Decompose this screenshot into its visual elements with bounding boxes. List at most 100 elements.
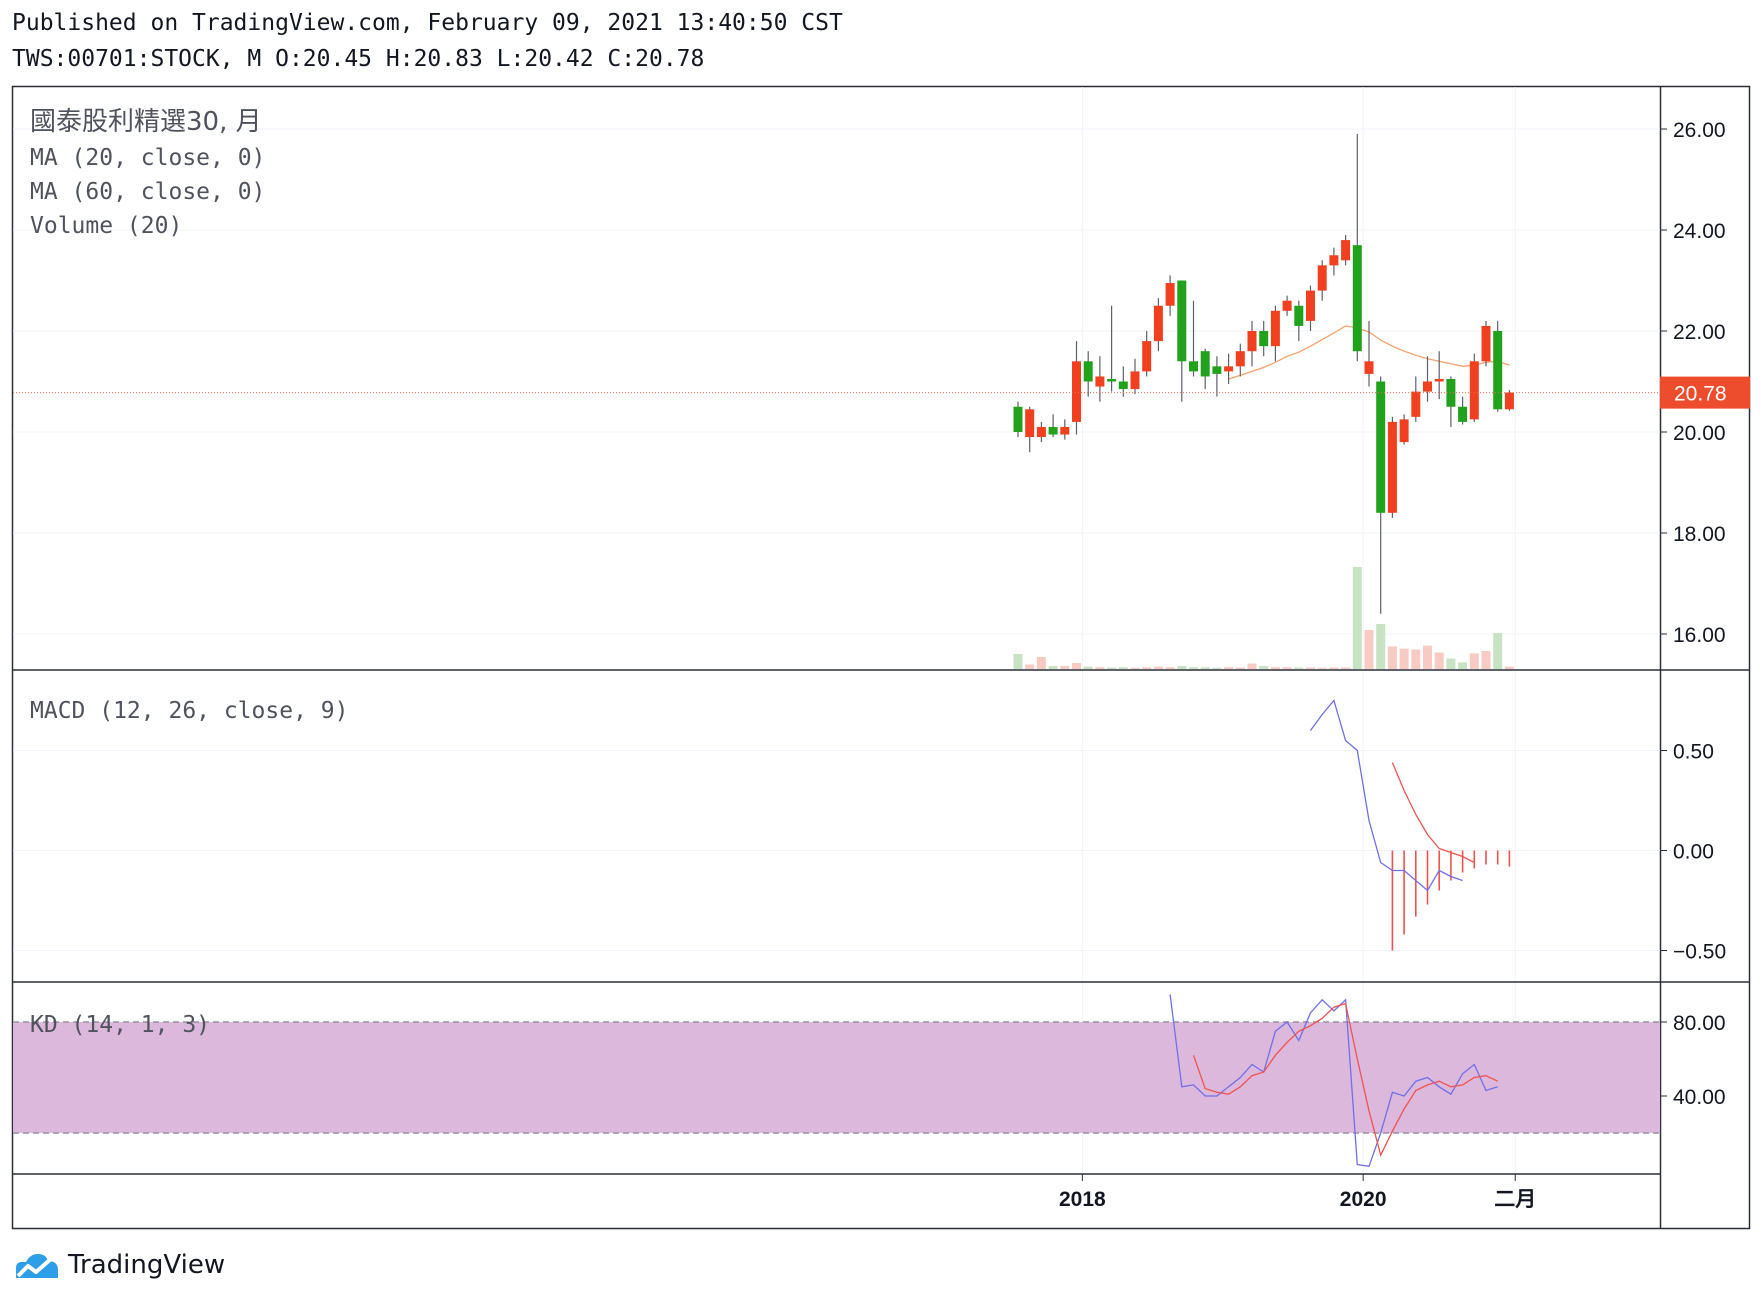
volume-bar xyxy=(1224,667,1234,669)
candle-body xyxy=(1224,366,1234,372)
volume-bar xyxy=(1060,666,1070,669)
volume-bars xyxy=(1013,567,1514,669)
candle xyxy=(1306,285,1315,331)
candle-body xyxy=(1493,331,1503,410)
candle-body xyxy=(1294,305,1304,326)
candle xyxy=(1095,356,1105,402)
volume-bar xyxy=(1423,645,1432,669)
candle xyxy=(1423,356,1432,402)
candle xyxy=(1083,351,1093,397)
candle xyxy=(1282,295,1292,316)
volume-bar xyxy=(1493,633,1503,669)
axis-labels: 16.00 18.00 20.00 22.00 24.00 26.00 −0.50 0.00 0… xyxy=(1059,119,1726,1211)
volume-bar xyxy=(1142,667,1152,669)
candle-body xyxy=(1153,305,1163,342)
price-tick-label: 20.00 xyxy=(1673,422,1726,445)
candle xyxy=(1107,305,1117,392)
candle xyxy=(1189,300,1198,377)
volume-bar xyxy=(1481,651,1491,669)
volume-bar xyxy=(1048,666,1058,669)
time-tick-label: 2020 xyxy=(1340,1188,1387,1211)
candle-body xyxy=(1399,419,1409,443)
candle xyxy=(1130,358,1140,395)
volume-bar xyxy=(1072,663,1081,669)
candle xyxy=(1493,320,1503,412)
candle-body xyxy=(1025,409,1035,438)
volume-bar xyxy=(1364,630,1374,669)
macd-plot xyxy=(1309,699,1511,951)
trading-chart[interactable]: 20.78 16.00 18.00 20.00 22.00 24.00 26.00 −0.5… xyxy=(0,0,1762,1240)
candle-body xyxy=(1364,361,1374,374)
tradingview-brand[interactable]: TradingView xyxy=(12,1248,225,1282)
candle xyxy=(1224,353,1234,385)
legend-macd: MACD (12, 26, close, 9) xyxy=(30,698,349,724)
candle-body xyxy=(1247,331,1257,352)
chart-frame xyxy=(11,85,1751,1230)
candle-body xyxy=(1118,381,1128,390)
volume-bar xyxy=(1329,667,1339,669)
candle-body xyxy=(1352,245,1362,352)
published-header: Published on TradingView.com, February 0… xyxy=(12,10,843,36)
candle xyxy=(1165,275,1175,316)
price-tick-label: 16.00 xyxy=(1673,624,1726,647)
candle xyxy=(1118,366,1128,397)
candle xyxy=(1364,320,1374,387)
macd-signal-line xyxy=(1391,762,1475,864)
volume-bar xyxy=(1259,666,1269,669)
tradingview-logo-icon xyxy=(16,1254,58,1278)
volume-bar xyxy=(1212,667,1222,669)
candle-body xyxy=(1189,361,1198,372)
volume-bar xyxy=(1165,667,1175,669)
candle xyxy=(1411,376,1421,422)
macd-line xyxy=(1309,699,1463,892)
legend-kd: KD (14, 1, 3) xyxy=(30,1012,210,1038)
candle-body xyxy=(1083,361,1093,382)
candle-body xyxy=(1259,331,1269,347)
candle xyxy=(1247,320,1257,367)
price-tick-label: 24.00 xyxy=(1673,220,1726,243)
candle xyxy=(1341,235,1351,266)
candle xyxy=(1153,298,1163,352)
volume-bar xyxy=(1376,624,1386,669)
candle-body xyxy=(1177,280,1187,362)
candlesticks[interactable] xyxy=(1013,134,1514,614)
candle xyxy=(1481,320,1491,367)
price-tick-label: 18.00 xyxy=(1673,523,1726,546)
legend-volume: Volume (20) xyxy=(30,213,182,239)
legend-ma60: MA (60, close, 0) xyxy=(30,179,265,205)
volume-bar xyxy=(1025,664,1035,669)
symbol-ohlc-header: TWS:00701:STOCK, M O:20.45 H:20.83 L:20.… xyxy=(12,46,705,72)
candle xyxy=(1013,401,1023,438)
candle-body xyxy=(1013,406,1023,432)
candle xyxy=(1212,356,1222,397)
legend-ma20: MA (20, close, 0) xyxy=(30,145,265,171)
candle xyxy=(1270,305,1280,362)
volume-bar xyxy=(1352,567,1362,669)
kd-band-fill xyxy=(13,1022,1660,1133)
kd-k-line xyxy=(1169,994,1498,1168)
candle-body xyxy=(1282,300,1292,311)
price-tick-label: 26.00 xyxy=(1673,119,1726,142)
candle-body xyxy=(1130,371,1140,390)
candle-body xyxy=(1048,426,1058,435)
candle xyxy=(1446,376,1456,427)
candle xyxy=(1504,390,1514,411)
candle-body xyxy=(1306,290,1315,321)
candle-body xyxy=(1212,366,1222,374)
volume-bar xyxy=(1294,667,1304,669)
volume-bar xyxy=(1177,666,1187,669)
grid-lines xyxy=(13,87,1660,1173)
candle-body xyxy=(1270,310,1280,347)
volume-bar xyxy=(1306,667,1315,669)
volume-bar xyxy=(1434,652,1444,669)
volume-bar xyxy=(1118,667,1128,669)
candle xyxy=(1458,396,1468,425)
volume-bar xyxy=(1013,654,1023,669)
volume-bar xyxy=(1387,646,1397,669)
candle-body xyxy=(1341,240,1351,261)
volume-bar xyxy=(1247,663,1257,669)
volume-bar xyxy=(1200,667,1210,669)
volume-bar xyxy=(1458,662,1468,669)
volume-bar xyxy=(1469,653,1479,669)
volume-bar xyxy=(1399,648,1409,669)
